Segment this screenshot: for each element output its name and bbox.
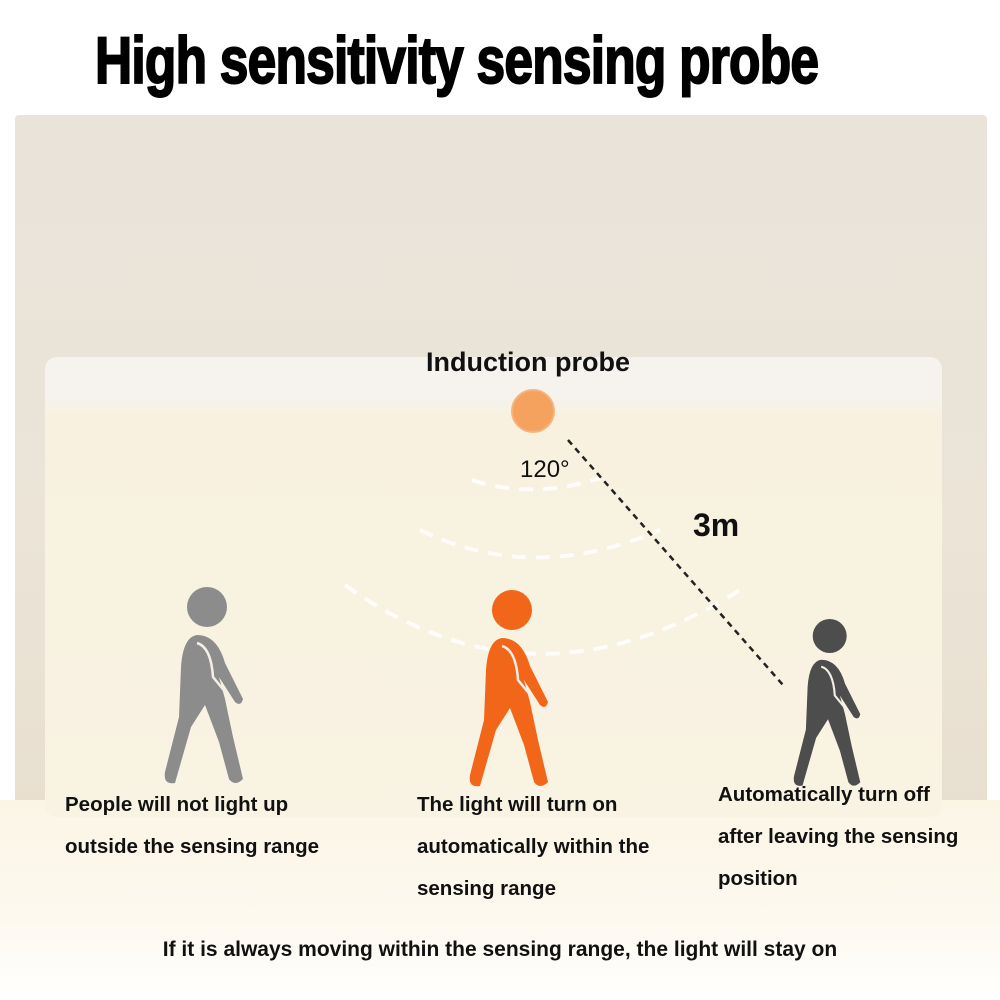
person-arm-outline [196, 641, 232, 700]
caption-line: People will not light up [65, 793, 289, 816]
person-body [793, 659, 861, 786]
person-arm-outline [820, 665, 851, 715]
distance-label: 3m [693, 507, 740, 543]
person-body [164, 635, 243, 784]
caption-left-range: Automatically turn off after leaving the… [718, 774, 958, 900]
floor-background [0, 800, 1000, 1000]
person-body [469, 638, 548, 787]
caption-line: Automatically turn off [718, 783, 930, 806]
person-head [492, 590, 532, 630]
probe-label: Induction probe [426, 347, 630, 377]
walking-person-dark-icon [793, 619, 861, 786]
person-arm-outline [501, 644, 537, 703]
walking-person-gray-icon [164, 587, 243, 784]
range-arc-3 [343, 583, 742, 656]
light-panel [45, 357, 942, 817]
person-head [187, 587, 227, 627]
caption-outside-range: People will not light up outside the sen… [65, 784, 319, 868]
caption-inside-range: The light will turn on automatically wit… [417, 784, 649, 910]
footer-note: If it is always moving within the sensin… [162, 938, 838, 961]
caption-line: The light will turn on [417, 793, 618, 816]
caption-line: automatically within the [417, 835, 650, 858]
person-head [812, 619, 847, 653]
probe-icon [511, 389, 555, 433]
headline: High sensitivity sensing probe [94, 22, 820, 98]
caption-line: outside the sensing range [65, 835, 320, 858]
range-arc-2 [419, 528, 661, 560]
walking-person-orange-icon [469, 590, 548, 787]
caption-line: after leaving the sensing [718, 825, 959, 848]
angle-label: 120° [520, 456, 570, 483]
caption-line: sensing range [417, 877, 556, 900]
caption-line: position [718, 867, 798, 890]
